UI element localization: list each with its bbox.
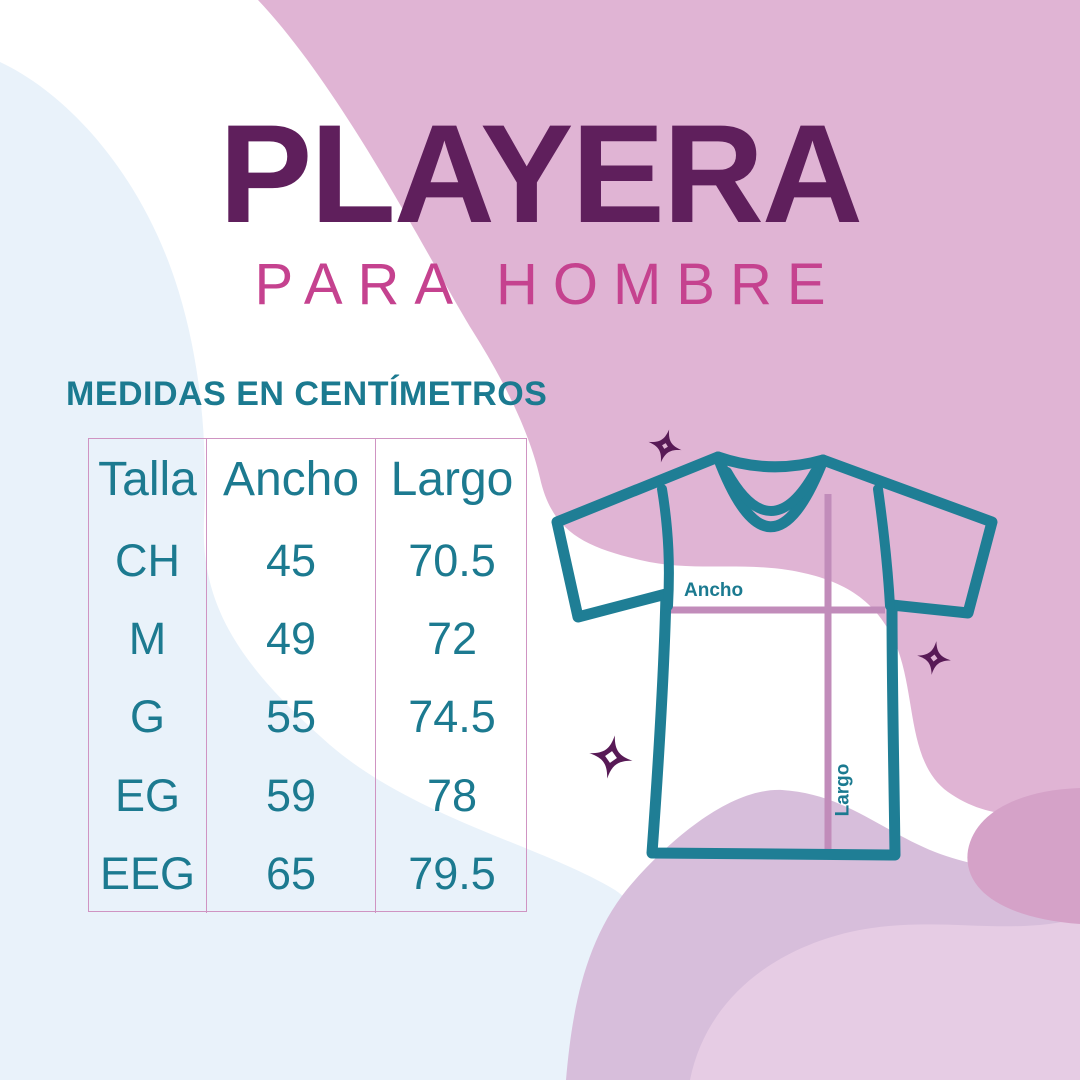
- tshirt-body-outline: [551, 451, 998, 861]
- table-cell-width: 45: [207, 521, 376, 600]
- table-cell-size: M: [89, 599, 207, 678]
- table-cell-width: 59: [207, 756, 376, 835]
- pale-pink-bottom-blob: [690, 918, 1080, 1080]
- diagram-width-label: Ancho: [684, 580, 744, 601]
- table-cell-size: EG: [89, 756, 207, 835]
- light-blue-blob: [0, 62, 645, 1080]
- tshirt-illustration: [551, 451, 998, 861]
- sparkle-icon: [589, 735, 633, 779]
- column-header-ancho: Ancho: [207, 439, 376, 521]
- table-cell-size: G: [89, 677, 207, 757]
- tshirt-collar-inner: [722, 467, 820, 516]
- table-cell-width: 65: [207, 834, 376, 913]
- table-cell-width: 55: [207, 677, 376, 757]
- sparkle-icon: [917, 641, 951, 675]
- sparkles: [589, 429, 951, 779]
- page-title: PLAYERA: [218, 95, 863, 252]
- tshirt-right-sleeve-seam: [873, 484, 895, 611]
- table-cell-width: 49: [207, 599, 376, 678]
- table-cell-length: 70.5: [408, 534, 496, 586]
- diagram-length-label: Largo: [832, 763, 854, 817]
- table-cell-length: 72: [426, 613, 478, 665]
- pink-top-blob: [258, 0, 1080, 815]
- tshirt-left-sleeve-seam: [657, 484, 674, 611]
- measurement-lines: [667, 494, 885, 852]
- column-header-talla: Talla: [89, 439, 207, 521]
- size-table: Talla Ancho Largo CH 45 70.5 M 49 72 G 5…: [88, 438, 527, 913]
- page-subtitle: PARA HOMBRE: [254, 252, 841, 317]
- measurements-heading: MEDIDAS EN CENTÍMETROS: [66, 375, 548, 413]
- table-cell-length: 79.5: [408, 848, 496, 900]
- table-cell-length: 78: [426, 769, 478, 821]
- column-header-largo: Largo: [390, 453, 514, 506]
- table-cell-length: 74.5: [408, 691, 496, 743]
- table-cell-size: CH: [89, 521, 207, 600]
- table-cell-size: EEG: [89, 834, 207, 913]
- dark-pink-right-blob: [967, 788, 1080, 924]
